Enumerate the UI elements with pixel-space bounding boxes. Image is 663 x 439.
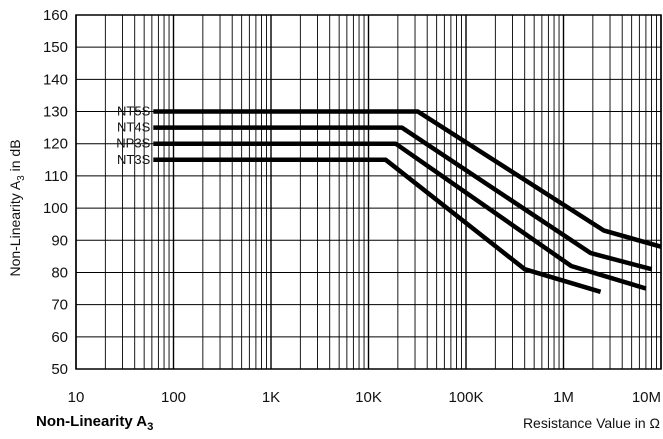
plot-frame [75, 14, 662, 370]
y-axis-label-tail: in dB [7, 139, 23, 175]
y-tick-label: 140 [43, 71, 68, 88]
chart-title: Non-Linearity A3 [36, 413, 153, 433]
x-tick-label: 100K [448, 389, 483, 406]
x-axis-label: Resistance Value in Ω [523, 415, 660, 431]
y-tick-label: 110 [44, 168, 68, 185]
chart-title-sub: 3 [147, 421, 154, 433]
y-tick-label: 100 [43, 200, 68, 217]
y-tick-label: 130 [43, 104, 68, 121]
y-tick-label: 160 [43, 7, 68, 24]
y-tick-label: 50 [51, 361, 68, 378]
x-tick-label: 1K [262, 389, 280, 406]
tick-labels: 50 60 70 80 90 100 110 120 130 140 150 160 10 100 1K 10… [43, 7, 661, 406]
series-label-nt5s: NT5S [117, 104, 151, 119]
x-tick-label: 10K [355, 389, 382, 406]
x-tick-label: 100 [161, 389, 186, 406]
axes [75, 14, 662, 370]
y-tick-label: 60 [51, 329, 68, 346]
series-label-np3s: NP3S [116, 136, 150, 151]
series-label-nt4s: NT4S [117, 120, 151, 135]
y-tick-label: 150 [43, 39, 68, 56]
y-tick-label: 90 [51, 232, 68, 249]
x-tick-label: 10M [632, 389, 661, 406]
series-lines [153, 109, 662, 294]
series-line-nt3s [153, 157, 602, 294]
series-line-nt5s [153, 109, 662, 249]
y-axis-label-main: Non-Linearity A [7, 180, 23, 276]
y-axis-label-sub: 3 [16, 175, 27, 181]
series-line-np3s [153, 141, 647, 291]
x-tick-label: 1M [553, 389, 574, 406]
series-line-nt4s [153, 125, 653, 272]
y-tick-label: 120 [43, 136, 68, 153]
y-axis-label: Non-Linearity A3 in dB [7, 139, 27, 276]
grid [75, 14, 662, 370]
series-label-nt3s: NT3S [117, 152, 151, 167]
x-tick-label: 10 [68, 389, 85, 406]
chart-title-main: Non-Linearity A [36, 413, 148, 430]
y-tick-label: 70 [51, 297, 68, 314]
y-tick-label: 80 [51, 264, 68, 281]
